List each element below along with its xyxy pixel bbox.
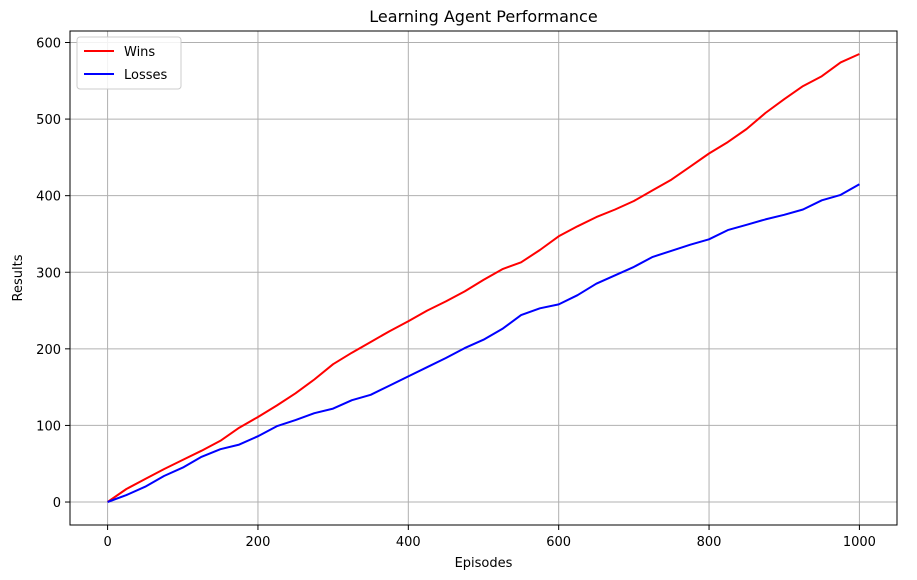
- x-axis: 0 200 400 600 800 1000: [103, 525, 876, 550]
- legend: Wins Losses: [76, 36, 182, 90]
- series-line-losses: [107, 183, 860, 503]
- y-tick-label: 500: [36, 113, 61, 128]
- series-line-wins: [107, 53, 860, 503]
- x-tick-label: 800: [697, 535, 722, 550]
- y-axis-label: Results: [11, 254, 26, 301]
- plot-frame: [69, 30, 898, 526]
- y-tick-label: 600: [36, 36, 61, 51]
- x-tick-label: 0: [103, 535, 111, 550]
- x-tick-label: 400: [396, 535, 421, 550]
- y-tick-label: 300: [36, 266, 61, 281]
- y-tick-label: 200: [36, 343, 61, 358]
- y-axis: 0 100 200 300 400 500 600: [36, 36, 70, 511]
- grid-lines: [70, 31, 897, 525]
- y-tick-label: 0: [53, 496, 61, 511]
- legend-label: Losses: [124, 68, 168, 83]
- y-tick-label: 400: [36, 190, 61, 205]
- legend-label: Wins: [124, 45, 155, 60]
- x-tick-label: 200: [246, 535, 271, 550]
- x-axis-label: Episodes: [455, 556, 513, 571]
- x-tick-label: 600: [546, 535, 571, 550]
- y-tick-label: 100: [36, 419, 61, 434]
- series-group: [107, 53, 860, 503]
- x-tick-label: 1000: [843, 535, 876, 550]
- chart-title: Learning Agent Performance: [369, 7, 597, 26]
